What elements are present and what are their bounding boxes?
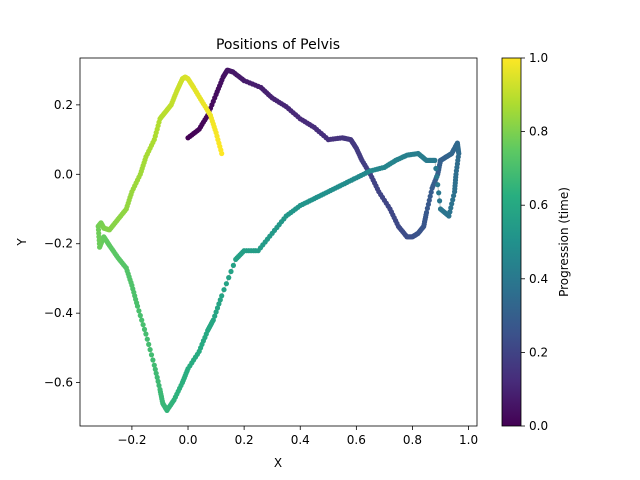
colorbar-gradient xyxy=(501,57,522,427)
data-point xyxy=(152,366,158,372)
colorbar: 0.0 0.2 0.4 0.6 0.8 1.0 Progression (time) xyxy=(501,51,571,433)
data-point xyxy=(214,305,221,311)
data-point xyxy=(148,352,155,358)
data-point xyxy=(151,362,157,368)
data-point xyxy=(228,268,234,275)
x-tick-label: 1.0 xyxy=(459,433,478,447)
data-point xyxy=(221,287,227,293)
data-point xyxy=(426,197,432,203)
data-point xyxy=(213,309,219,315)
plot-area xyxy=(95,67,462,413)
y-tick-label: −0.6 xyxy=(44,376,73,390)
plot-frame xyxy=(79,57,478,427)
data-point xyxy=(150,357,156,363)
data-point xyxy=(216,301,222,307)
data-point xyxy=(423,209,430,216)
data-point xyxy=(155,378,161,384)
data-point xyxy=(147,347,153,353)
data-point xyxy=(424,205,430,211)
data-point xyxy=(425,201,431,207)
y-axis-ticks: −0.6 −0.4 −0.2 0.0 0.2 xyxy=(44,98,80,390)
data-point xyxy=(140,322,146,328)
data-point xyxy=(219,150,225,157)
colorbar-tick-label: 0.2 xyxy=(529,345,548,359)
y-tick-label: 0.0 xyxy=(54,167,73,181)
x-tick-label: 0.8 xyxy=(403,433,422,447)
data-point xyxy=(437,198,443,204)
data-point xyxy=(136,308,142,314)
data-point xyxy=(143,331,149,337)
colorbar-tick-label: 1.0 xyxy=(529,51,548,65)
colorbar-tick-label: 0.0 xyxy=(529,419,548,433)
data-point xyxy=(436,190,442,196)
data-point xyxy=(427,193,433,199)
data-point xyxy=(157,386,163,393)
colorbar-ticks: 0.0 0.2 0.4 0.6 0.8 1.0 xyxy=(521,51,548,433)
x-tick-label: 0.0 xyxy=(178,433,197,447)
x-tick-label: −0.2 xyxy=(117,433,146,447)
colorbar-tick-label: 0.4 xyxy=(529,272,548,286)
data-point xyxy=(452,189,458,195)
data-point xyxy=(154,374,160,380)
x-tick-label: 0.2 xyxy=(235,433,254,447)
x-axis-label: X xyxy=(274,456,282,470)
data-point xyxy=(153,370,159,376)
x-tick-label: 0.6 xyxy=(347,433,366,447)
data-point xyxy=(448,205,454,211)
colorbar-tick-label: 0.8 xyxy=(529,125,548,139)
x-tick-label: 0.4 xyxy=(291,433,310,447)
colorbar-label: Progression (time) xyxy=(557,187,571,297)
y-axis-label: Y xyxy=(15,238,29,247)
data-point xyxy=(212,313,218,319)
chart-title: Positions of Pelvis xyxy=(216,37,340,53)
data-point xyxy=(139,317,145,323)
data-point xyxy=(141,326,148,332)
data-point xyxy=(146,341,152,347)
data-point xyxy=(434,174,440,180)
y-tick-label: −0.4 xyxy=(44,306,73,320)
data-point xyxy=(437,206,444,212)
data-point xyxy=(219,293,225,299)
data-point xyxy=(428,189,434,195)
data-point xyxy=(230,262,236,268)
data-point xyxy=(435,182,441,188)
colorbar-tick-label: 0.6 xyxy=(529,198,548,212)
y-tick-label: −0.2 xyxy=(44,237,73,251)
data-point xyxy=(450,197,456,203)
data-point xyxy=(449,201,455,207)
y-tick-label: 0.2 xyxy=(54,98,73,112)
data-point xyxy=(137,312,143,319)
data-point xyxy=(451,193,457,199)
data-point xyxy=(226,275,232,281)
data-point xyxy=(433,165,439,172)
data-point xyxy=(156,382,162,389)
data-point xyxy=(144,336,150,342)
x-axis-ticks: −0.2 0.0 0.2 0.4 0.6 0.8 1.0 xyxy=(117,426,478,447)
data-point xyxy=(233,256,239,262)
data-markers xyxy=(95,67,462,413)
data-point xyxy=(223,281,229,287)
data-point xyxy=(217,297,223,303)
